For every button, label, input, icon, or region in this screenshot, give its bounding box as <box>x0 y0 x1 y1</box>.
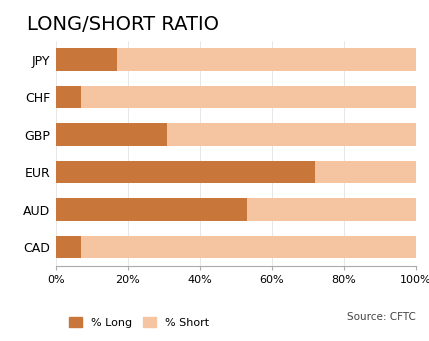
Text: LONG/SHORT RATIO: LONG/SHORT RATIO <box>27 15 219 34</box>
Bar <box>247 198 416 221</box>
Bar <box>56 123 167 146</box>
Bar <box>167 123 416 146</box>
Text: Source: CFTC: Source: CFTC <box>347 312 416 322</box>
Bar <box>56 236 81 258</box>
Bar <box>81 86 416 108</box>
Bar <box>315 161 416 183</box>
Bar <box>56 198 247 221</box>
Legend: % Long, % Short: % Long, % Short <box>69 317 209 328</box>
Bar <box>56 48 117 71</box>
Bar <box>56 86 81 108</box>
Bar <box>81 236 416 258</box>
Bar <box>56 161 315 183</box>
Bar <box>117 48 416 71</box>
